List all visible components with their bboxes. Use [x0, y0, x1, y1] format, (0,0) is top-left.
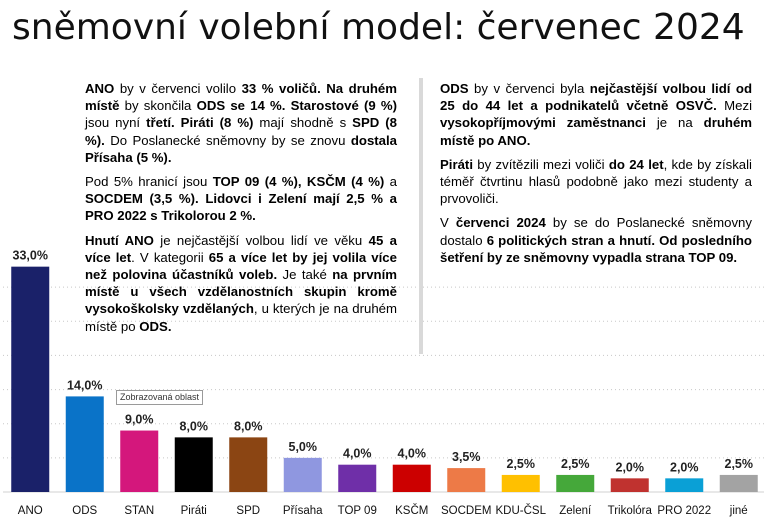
category-label: Přísaha — [283, 505, 323, 517]
text-run: do 24 let — [608, 156, 664, 172]
data-label: 14,0% — [67, 378, 102, 392]
text-run: 6 politických stran a hnutí. Od poslední… — [440, 232, 752, 265]
text-run: , u kterých je na druhém místě po — [85, 301, 397, 334]
data-label: 8,0% — [180, 419, 209, 433]
text-run: 33 % voličů. Na druhém místě — [85, 81, 397, 114]
category-label: SOCDEM — [441, 505, 491, 517]
category-label: ODS — [72, 505, 97, 517]
data-label: 2,0% — [670, 460, 699, 474]
data-label: 4,0% — [343, 447, 372, 461]
data-label: 2,0% — [616, 460, 645, 474]
text-run: ODS. — [139, 318, 172, 334]
category-label: Piráti — [181, 505, 207, 517]
text-run: ODS — [440, 81, 469, 96]
text-left-column: ANO by v červenci volilo 33 % voličů. Na… — [85, 80, 397, 342]
text-run: 65 a více let by jej volila více než pol… — [85, 249, 397, 283]
bar — [501, 474, 540, 492]
bar — [120, 430, 159, 492]
text-run: je nejčastější volbou lidí ve věku — [153, 232, 369, 248]
text-run: jsou nyní — [85, 115, 147, 131]
category-label: KSČM — [395, 504, 428, 517]
bar — [174, 437, 213, 492]
text-run: by v červenci volilo — [114, 81, 242, 96]
category-label: jiné — [729, 505, 748, 517]
text-run: třetí. Piráti (8 %) — [146, 115, 254, 131]
category-label: PRO 2022 — [657, 505, 711, 517]
bar — [65, 396, 104, 492]
text-run: Piráti — [440, 156, 473, 172]
bar — [665, 478, 704, 492]
text-run: Mezi — [716, 98, 753, 114]
data-label: 5,0% — [289, 440, 318, 454]
category-label: KDU-ČSL — [496, 504, 547, 517]
text-run: by se do Poslanecké sněmovny dostalo — [440, 215, 752, 248]
category-label: ANO — [18, 505, 43, 517]
text-run: by zvítězili mezi voliči — [472, 156, 609, 172]
text-paragraph: ODS by v červenci byla nejčastější volbo… — [440, 80, 752, 149]
text-run: SPD (8 %). — [85, 115, 397, 148]
text-run: , kde by získali téměř čtvrtinu hlasů po… — [440, 156, 752, 207]
column-divider — [419, 78, 423, 354]
tooltip: Zobrazovaná oblast — [116, 390, 204, 405]
category-label: TOP 09 — [338, 505, 377, 517]
text-run: Pod 5% hranicí jsou — [85, 174, 213, 190]
text-run: by v červenci byla — [468, 81, 590, 96]
text-run: ODS se 14 %. Starostové (9 %) — [196, 98, 397, 114]
category-label: SPD — [236, 505, 260, 517]
category-label: Trikolóra — [608, 505, 653, 517]
data-label: 4,0% — [398, 447, 427, 461]
bar — [719, 474, 758, 492]
text-run: TOP 09 (4 %), KSČM (4 %) — [212, 174, 385, 190]
text-paragraph: V červenci 2024 by se do Poslanecké sněm… — [440, 214, 752, 266]
bar — [392, 464, 431, 492]
text-paragraph: Piráti by zvítězili mezi voliči do 24 le… — [440, 156, 752, 208]
text-run: . V kategorii — [131, 249, 209, 265]
text-right-column: ODS by v červenci byla nejčastější volbo… — [440, 80, 752, 273]
text-run: mají shodně s — [253, 115, 353, 131]
text-run: V — [440, 215, 456, 231]
data-label: 8,0% — [234, 419, 263, 433]
bar — [556, 474, 595, 492]
text-paragraph: Pod 5% hranicí jsou TOP 09 (4 %), KSČM (… — [85, 173, 397, 225]
bar — [338, 464, 377, 492]
text-run: a — [384, 174, 397, 190]
text-run: Do Poslanecké sněmovny by se znovu — [104, 132, 351, 148]
bar — [610, 478, 649, 492]
text-paragraph: Hnutí ANO je nejčastější volbou lidí ve … — [85, 232, 397, 335]
text-run: by skončila — [119, 98, 197, 114]
category-label: Zelení — [559, 505, 592, 517]
data-label: 3,5% — [452, 450, 481, 464]
data-label: 9,0% — [125, 413, 154, 427]
text-run: Hnutí ANO — [85, 232, 154, 248]
text-run: SOCDEM (3,5 %). Lidovci i Zelení mají 2,… — [85, 191, 397, 224]
text-run: červenci 2024 — [455, 215, 546, 231]
text-run: na prvním místě u všech vzdělanostních s… — [85, 267, 397, 317]
bar — [283, 457, 322, 492]
data-label: 33,0% — [13, 249, 48, 263]
data-label: 2,5% — [507, 457, 536, 471]
text-run: druhém místě po ANO. — [440, 115, 752, 148]
bar — [447, 468, 486, 492]
text-run: 45 a více let — [85, 232, 397, 265]
bar — [11, 266, 50, 492]
page-title: sněmovní volební model: červenec 2024 — [12, 7, 745, 48]
data-label: 2,5% — [561, 457, 590, 471]
text-run: vysokopříjmovými zaměstnanci — [440, 115, 646, 131]
text-run: je na — [645, 115, 704, 131]
data-label: 2,5% — [725, 457, 754, 471]
text-run: dostala Přísaha (5 %). — [85, 132, 397, 165]
text-paragraph: ANO by v červenci volilo 33 % voličů. Na… — [85, 80, 397, 166]
bar — [229, 437, 268, 492]
text-run: nejčastější volbou lidí od 25 do 44 let … — [440, 81, 752, 114]
text-run: ANO — [85, 81, 115, 96]
category-label: STAN — [124, 505, 154, 517]
text-run: Je také — [277, 267, 333, 283]
